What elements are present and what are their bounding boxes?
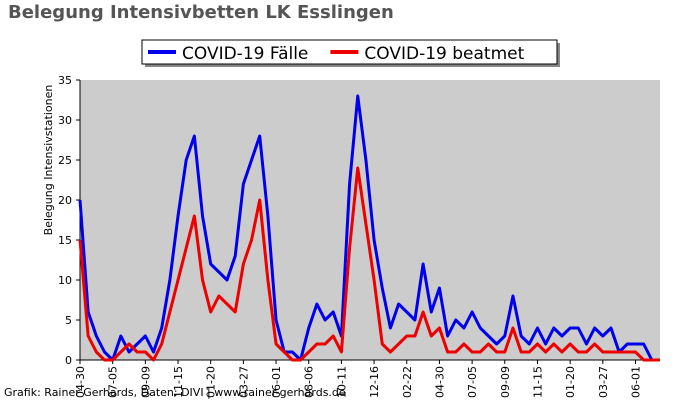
y-tick-label: 30 [58, 114, 72, 127]
x-tick-label: 02-22 [401, 366, 414, 398]
x-tick-label: 11-15 [172, 366, 185, 398]
x-tick-label: 04-30 [74, 366, 87, 398]
y-tick-label: 5 [65, 314, 72, 327]
x-tick-label: 01-20 [205, 366, 218, 398]
x-tick-label: 10-11 [335, 366, 348, 398]
x-tick-label: 01-20 [564, 366, 577, 398]
series-line [78, 166, 660, 362]
x-tick-label: 12-16 [368, 366, 381, 398]
x-tick-label: 03-27 [237, 366, 250, 398]
chart-title: Belegung Intensivbetten LK Esslingen [8, 2, 394, 23]
x-tick-label: 04-30 [433, 366, 446, 398]
y-axis-label: Belegung Intensivstationen [42, 85, 55, 236]
x-tick-label: 11-15 [531, 366, 544, 398]
series-line [78, 94, 660, 362]
legend-label: COVID-19 beatmet [364, 44, 524, 64]
x-tick-label: 09-09 [139, 366, 152, 398]
x-tick-label: 07-05 [107, 366, 120, 398]
x-tick-label: 07-05 [466, 366, 479, 398]
x-tick-label: 08-06 [303, 366, 316, 398]
legend-label: COVID-19 Fälle [182, 44, 308, 64]
y-tick-label: 10 [58, 274, 72, 287]
y-tick-label: 0 [65, 354, 72, 367]
y-tick-label: 25 [58, 154, 72, 167]
y-tick-label: 15 [58, 234, 72, 247]
x-tick-label: 09-09 [499, 366, 512, 398]
y-tick-label: 35 [58, 74, 72, 87]
x-tick-label: 06-01 [270, 366, 283, 398]
x-tick-label: 06-01 [629, 366, 642, 398]
footer: Grafik: Rainer Gerhards, Daten: DIVI | w… [4, 386, 346, 399]
x-tick-label: 03-27 [597, 366, 610, 398]
y-tick-label: 20 [58, 194, 72, 207]
